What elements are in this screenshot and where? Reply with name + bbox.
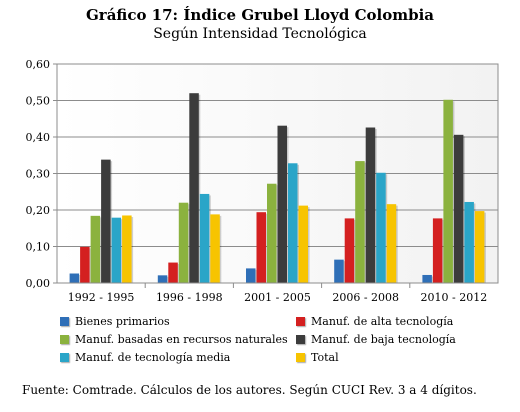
chart-subtitle: Según Intensidad Tecnológica (153, 26, 367, 42)
bar (111, 217, 122, 283)
bar (334, 259, 344, 283)
bar (474, 211, 485, 283)
bar (189, 93, 199, 283)
bar (464, 201, 474, 283)
bar (453, 134, 464, 283)
x-tick-label: 1992 - 1995 (68, 291, 135, 304)
legend-item: Total (296, 349, 339, 365)
bar (386, 204, 397, 283)
y-tick-label: 0,00 (26, 277, 51, 290)
bar (443, 99, 453, 284)
x-tick-label: 2001 - 2005 (244, 291, 311, 304)
legend-swatch (296, 334, 305, 344)
legend-item: Bienes primarios (60, 313, 170, 329)
y-tick-label: 0,40 (26, 131, 51, 144)
bar (246, 268, 256, 283)
bar (199, 193, 210, 283)
bar (122, 215, 132, 283)
bar (298, 205, 308, 283)
y-tick-label: 0,50 (26, 95, 51, 108)
bar (101, 159, 111, 283)
legend-item: Manuf. de baja tecnología (296, 331, 456, 347)
bar (256, 212, 266, 283)
bar (168, 262, 178, 283)
legend-label: Manuf. basadas en recursos naturales (75, 332, 288, 346)
bar (376, 172, 386, 283)
legend-label: Bienes primarios (75, 314, 170, 328)
bar (355, 161, 365, 283)
bar (422, 274, 432, 283)
legend-item: Manuf. basadas en recursos naturales (60, 331, 288, 347)
legend-swatch (296, 316, 305, 326)
legend-swatch (60, 352, 69, 362)
y-tick-label: 0,30 (26, 168, 51, 181)
bar (365, 127, 376, 283)
x-tick-label: 2010 - 2012 (421, 291, 488, 304)
x-tick-label: 1996 - 1998 (156, 291, 223, 304)
bar (344, 218, 355, 283)
legend-label: Manuf. de tecnología media (75, 350, 231, 364)
legend-swatch (60, 316, 69, 326)
bar (90, 215, 101, 283)
y-tick-label: 0,20 (26, 204, 51, 217)
bar (178, 202, 189, 283)
y-tick-label: 0,10 (26, 241, 51, 254)
bar (288, 163, 298, 283)
bar (69, 273, 80, 283)
legend-swatch (60, 334, 69, 344)
bar (157, 275, 168, 283)
legend-label: Manuf. de baja tecnología (311, 332, 456, 346)
bar (277, 125, 287, 283)
chart-title: Gráfico 17: Índice Grubel Lloyd Colombia (85, 6, 434, 24)
legend-label: Manuf. de alta tecnología (311, 314, 454, 328)
source-note: Fuente: Comtrade. Cálculos de los autore… (22, 383, 477, 397)
bar (432, 218, 443, 283)
legend-item: Manuf. de alta tecnología (296, 313, 453, 329)
legend-label: Total (311, 350, 339, 364)
bar (80, 246, 90, 283)
bar (267, 183, 277, 283)
x-tick-label: 2006 - 2008 (332, 291, 399, 304)
bar (210, 214, 220, 283)
legend-swatch (296, 352, 305, 362)
legend-item: Manuf. de tecnología media (60, 349, 230, 365)
y-tick-label: 0,60 (26, 58, 51, 71)
